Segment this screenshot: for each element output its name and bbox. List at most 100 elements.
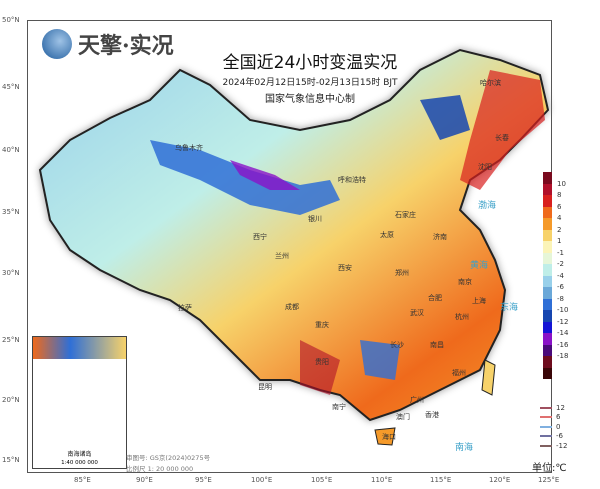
city-label: 海口 xyxy=(382,433,396,441)
city-label: 西安 xyxy=(338,264,352,272)
brand-name: 天擎·实况 xyxy=(78,33,174,59)
contour-legend: 12 6 0 -6 -12 xyxy=(540,403,567,451)
lat-tick: 30°N xyxy=(2,269,20,277)
city-label: 成都 xyxy=(285,303,299,311)
color-bar-label: 2 xyxy=(557,225,562,234)
lon-tick: 110°E xyxy=(371,476,393,484)
lon-tick: 115°E xyxy=(430,476,452,484)
contour-label: 0 xyxy=(556,422,561,431)
lon-tick: 125°E xyxy=(538,476,560,484)
color-bar-label: 1 xyxy=(557,237,562,245)
map-subtitle: 2024年02月12日15时-02月13日15时 BJT xyxy=(222,78,398,88)
lon-tick: 85°E xyxy=(74,476,91,484)
contour-line-swatch xyxy=(540,416,552,419)
color-bar-cell xyxy=(543,172,552,184)
color-bar-cell xyxy=(543,241,552,253)
review-number: 审图号: GS京(2024)0275号 xyxy=(126,454,211,462)
inset-map xyxy=(33,337,126,359)
sea-label: 渤海 xyxy=(478,201,497,211)
sea-label: 南海 xyxy=(455,443,474,453)
inset-scale: 1:40 000 000 xyxy=(61,460,98,466)
color-bar-cell xyxy=(543,356,552,368)
city-label: 贵阳 xyxy=(315,358,329,366)
color-bar-label: -4 xyxy=(557,271,564,280)
city-label: 呼和浩特 xyxy=(338,176,366,184)
color-bar-cell xyxy=(543,344,552,356)
taiwan xyxy=(481,359,496,396)
contour-label: 12 xyxy=(556,403,565,412)
sc-cold xyxy=(360,340,400,380)
color-bar-cell xyxy=(543,206,552,218)
lat-tick: 20°N xyxy=(2,396,20,404)
city-label: 武汉 xyxy=(410,309,424,317)
color-bar-cell xyxy=(543,275,552,287)
lon-tick: 95°E xyxy=(195,476,212,484)
color-bar-label: 6 xyxy=(557,202,562,211)
city-label: 香港 xyxy=(425,411,439,419)
map-org: 国家气象信息中心制 xyxy=(265,94,355,105)
contour-label: -6 xyxy=(556,432,563,441)
lat-tick: 15°N xyxy=(2,456,20,464)
color-bar-cell xyxy=(543,195,552,207)
color-bar-label: -18 xyxy=(557,352,569,360)
south-china-sea-inset: 南海诸岛 1:40 000 000 xyxy=(32,336,127,469)
city-label: 长沙 xyxy=(390,341,404,349)
city-label: 拉萨 xyxy=(178,304,192,312)
lon-tick: 105°E xyxy=(311,476,333,484)
title-block: 全国近24小时变温实况 2024年02月12日15时-02月13日15时 BJT… xyxy=(200,48,420,105)
sea-label: 东海 xyxy=(500,303,519,313)
contour-line-swatch xyxy=(540,406,552,409)
city-label: 沈阳 xyxy=(478,163,492,171)
sea-label: 黄海 xyxy=(470,261,489,271)
city-label: 兰州 xyxy=(275,252,289,260)
lat-tick: 45°N xyxy=(2,83,20,91)
color-bar-label: -14 xyxy=(557,329,569,337)
color-bar-cell xyxy=(543,252,552,264)
city-label: 乌鲁木齐 xyxy=(175,144,203,152)
city-label: 福州 xyxy=(452,369,466,377)
city-label: 石家庄 xyxy=(395,211,416,219)
city-label: 郑州 xyxy=(395,269,409,277)
city-label: 太原 xyxy=(380,231,394,239)
color-bar-label: -6 xyxy=(557,283,564,291)
lon-tick: 120°E xyxy=(489,476,511,484)
ne-cold xyxy=(420,95,470,140)
color-bar: 10 8 6 4 2 1 -1 -2 -4 -6 -8 -10 -12 -14 -16 -18 xyxy=(543,172,568,379)
color-bar-cell xyxy=(543,333,552,345)
city-label: 济南 xyxy=(433,233,447,241)
contour-legend-item: -12 xyxy=(540,441,567,451)
city-label: 银川 xyxy=(308,215,322,223)
color-bar-label: -8 xyxy=(557,294,564,303)
color-bar-cell xyxy=(543,218,552,230)
contour-legend-item: 12 xyxy=(540,403,567,413)
contour-line-swatch xyxy=(540,425,552,428)
color-bar-cell xyxy=(543,229,552,241)
city-label: 上海 xyxy=(472,297,486,305)
city-label: 长春 xyxy=(495,134,509,142)
contour-label: 6 xyxy=(556,413,561,422)
color-bar-cell xyxy=(543,321,552,333)
brand-logo: 天擎·实况 xyxy=(42,28,174,60)
map-title: 全国近24小时变温实况 xyxy=(222,53,398,73)
color-bar-cell xyxy=(543,310,552,322)
city-label: 南昌 xyxy=(430,341,444,349)
city-label: 哈尔滨 xyxy=(480,79,501,87)
color-bar-label: -10 xyxy=(557,306,569,314)
lat-tick: 25°N xyxy=(2,336,20,344)
hainan xyxy=(374,427,396,446)
ne-warm xyxy=(460,70,545,190)
cold-core xyxy=(230,160,300,190)
color-bar-cell xyxy=(543,298,552,310)
city-label: 西宁 xyxy=(253,233,267,241)
contour-line-swatch xyxy=(540,444,552,447)
contour-line-swatch xyxy=(540,435,552,438)
color-bar-label: 8 xyxy=(557,191,562,199)
city-label: 杭州 xyxy=(455,313,469,321)
contour-label: -12 xyxy=(556,441,568,450)
inset-title: 南海诸岛 xyxy=(67,451,92,458)
color-bar-cell xyxy=(543,367,552,379)
lon-tick: 90°E xyxy=(136,476,153,484)
city-label: 昆明 xyxy=(258,383,272,391)
contour-legend-item: 6 xyxy=(540,413,567,423)
